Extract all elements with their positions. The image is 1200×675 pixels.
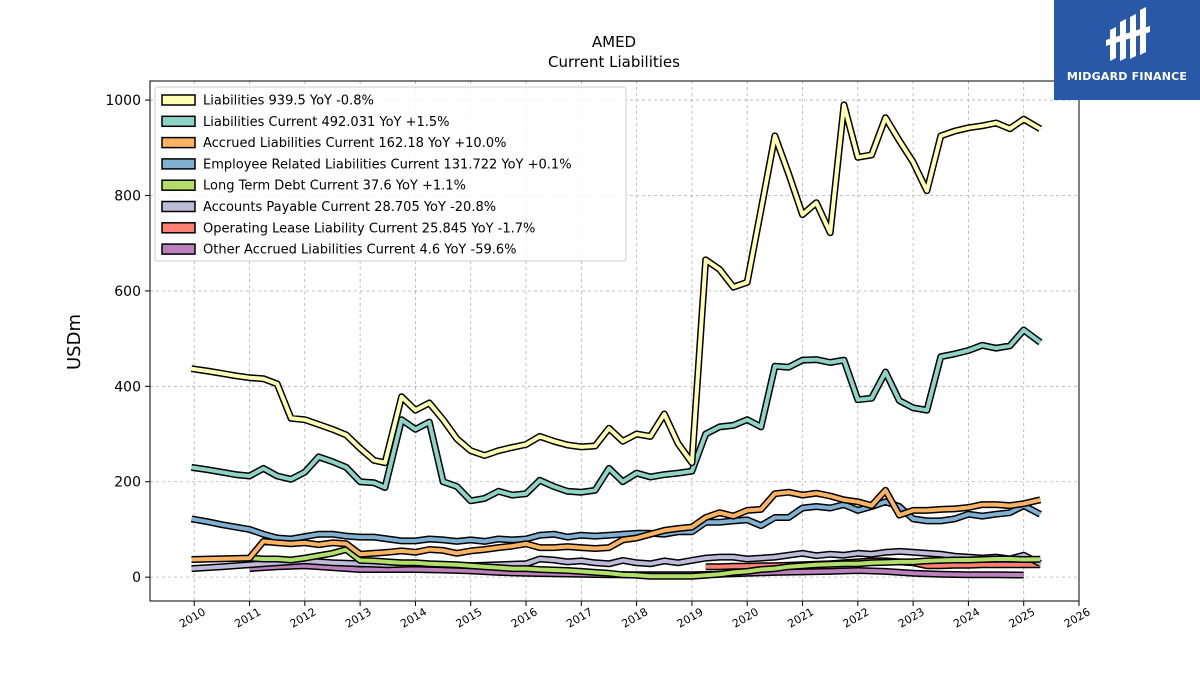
legend-swatch	[161, 115, 196, 128]
legend-box	[154, 86, 627, 262]
legend-swatch	[161, 243, 196, 255]
x-tick-label: 2022	[841, 605, 872, 630]
legend: Liabilities 939.5 YoY -0.8% Liabilities C…	[154, 86, 627, 262]
x-tick-label: 2021	[785, 605, 816, 630]
legend-swatch	[161, 222, 196, 234]
x-tick-label: 2024	[951, 605, 982, 630]
x-tick-label: 2025	[1007, 605, 1038, 630]
legend-entry-label: Liabilities 939.5 YoY -0.8%	[203, 94, 374, 109]
chart-subtitle: Current Liabilities	[548, 53, 680, 71]
legend-entry-label: Long Term Debt Current 37.6 YoY +1.1%	[203, 179, 466, 194]
legend-entry-label: Other Accrued Liabilities Current 4.6 Yo…	[203, 243, 517, 258]
y-tick-label: 400	[114, 379, 141, 395]
legend-entry-label: Employee Related Liabilities Current 131…	[203, 157, 572, 172]
logo-mark-icon	[1106, 7, 1150, 61]
brand-logo: MIDGARD FINANCE	[1054, 0, 1200, 100]
series-line	[249, 547, 1041, 579]
y-tick-label: 600	[114, 284, 141, 300]
x-tick-label: 2012	[288, 605, 319, 630]
y-tick-label: 1000	[105, 93, 141, 109]
x-tick-label: 2026	[1062, 605, 1093, 630]
legend-entry-label: Accounts Payable Current 28.705 YoY -20.…	[203, 200, 496, 215]
y-axis-ticks: 0 200 400 600 800 1000	[105, 93, 150, 586]
x-tick-label: 2014	[398, 605, 429, 630]
series-1	[190, 326, 1043, 505]
legend-swatch	[161, 136, 196, 149]
plot-frame	[149, 80, 1080, 602]
legend-swatch	[161, 94, 196, 106]
series-lines	[190, 101, 1043, 580]
x-tick-label: 2016	[509, 605, 540, 630]
x-tick-label: 2019	[675, 605, 706, 630]
series-line	[191, 102, 1042, 465]
legend-entry-label: Operating Lease Liability Current 25.845…	[203, 221, 535, 236]
x-tick-label: 2017	[564, 605, 595, 630]
series-line	[191, 328, 1042, 503]
legend-entry-label: Accrued Liabilities Current 162.18 YoY +…	[203, 136, 506, 151]
legend-swatch	[161, 158, 196, 170]
y-tick-label: 200	[114, 475, 141, 491]
x-tick-label: 2015	[454, 605, 485, 630]
x-axis-ticks: 2010 2011 2012 2013 2014 2015 2016 2017 2018 2019…	[177, 601, 1093, 631]
logo-text: MIDGARD FINANCE	[1066, 70, 1188, 83]
x-tick-label: 2013	[343, 605, 374, 630]
legend-entry-label: Liabilities Current 492.031 YoY +1.5%	[203, 115, 450, 130]
y-axis-label: USDm	[64, 314, 85, 370]
x-tick-label: 2011	[232, 605, 263, 630]
x-tick-label: 2020	[730, 605, 761, 630]
series-line	[191, 488, 1041, 562]
series-2	[191, 486, 1042, 563]
series-0	[190, 101, 1043, 467]
series-4	[249, 546, 1041, 580]
y-tick-label: 0	[132, 570, 141, 586]
x-tick-label: 2010	[177, 605, 208, 630]
y-tick-label: 800	[114, 188, 141, 204]
x-tick-label: 2023	[896, 605, 927, 630]
chart-title: AMED	[592, 33, 636, 51]
legend-swatch	[161, 200, 196, 213]
legend-swatch	[161, 179, 196, 191]
x-tick-label: 2018	[619, 605, 650, 630]
